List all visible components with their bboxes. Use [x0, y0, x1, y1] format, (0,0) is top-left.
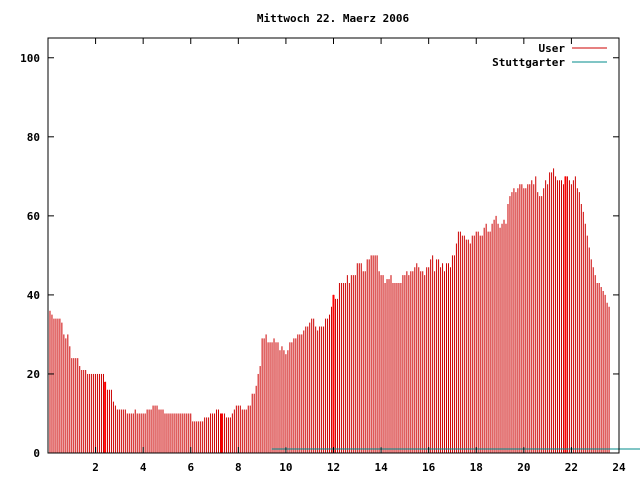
- legend-entry-stuttgarter: Stuttgarter: [492, 56, 607, 69]
- x-tick-label: 20: [517, 461, 530, 474]
- legend-label-user: User: [539, 42, 566, 55]
- legend-label-stuttgarter: Stuttgarter: [492, 56, 565, 69]
- chart-title: Mittwoch 22. Maerz 2006: [257, 12, 410, 25]
- x-tick-label: 14: [374, 461, 388, 474]
- x-tick-label: 16: [422, 461, 436, 474]
- plot-area: [47, 168, 640, 453]
- x-axis: 2 4 6 8 10 12 14 16 18 20 22 24: [92, 38, 626, 474]
- x-tick-label: 4: [140, 461, 147, 474]
- series-user-highlight-bars: [104, 176, 567, 453]
- y-tick-label: 40: [27, 289, 40, 302]
- y-axis: 0 20 40 60 80 100: [20, 52, 619, 460]
- legend: User Stuttgarter: [492, 42, 607, 69]
- x-tick-label: 24: [612, 461, 626, 474]
- x-tick-label: 8: [235, 461, 242, 474]
- x-tick-label: 2: [92, 461, 99, 474]
- y-tick-label: 100: [20, 52, 40, 65]
- x-tick-label: 22: [565, 461, 578, 474]
- series-user-bars: [47, 168, 610, 453]
- x-tick-label: 6: [187, 461, 194, 474]
- y-tick-label: 80: [27, 131, 40, 144]
- y-tick-label: 20: [27, 368, 40, 381]
- x-tick-label: 12: [327, 461, 340, 474]
- legend-entry-user: User: [539, 42, 607, 55]
- y-tick-label: 60: [27, 210, 40, 223]
- x-tick-label: 18: [470, 461, 483, 474]
- y-tick-label: 0: [33, 447, 40, 460]
- x-tick-label: 10: [279, 461, 292, 474]
